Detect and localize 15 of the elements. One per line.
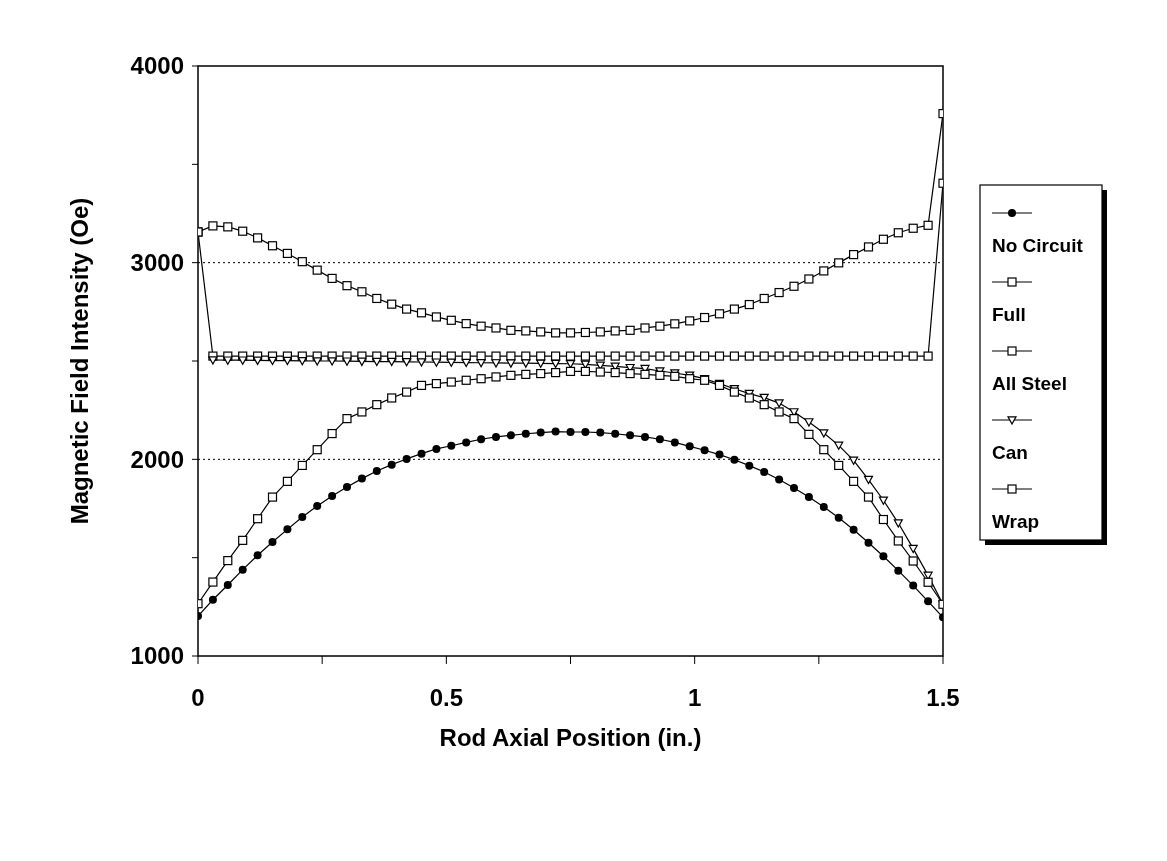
x-axis-title: Rod Axial Position (in.)	[439, 724, 702, 751]
y-tick-label: 1000	[130, 642, 184, 670]
x-tick-label: 1.5	[926, 684, 960, 711]
legend-label: No Circuit	[992, 235, 1084, 256]
x-tick-label: 1	[687, 684, 702, 711]
y-tick-label: 4000	[130, 52, 184, 80]
legend-label: Wrap	[992, 511, 1040, 532]
y-tick-label: 3000	[130, 249, 184, 277]
y-tick-label: 2000	[130, 445, 184, 473]
legend-label: All Steel	[992, 373, 1067, 394]
legend-label: Can	[992, 442, 1028, 463]
legend-label: Full	[992, 304, 1026, 325]
x-tick-label: 0	[191, 684, 205, 711]
y-axis-title: Magnetic Field Intensity (Oe)	[66, 197, 93, 525]
x-tick-label: 0.5	[429, 684, 464, 711]
